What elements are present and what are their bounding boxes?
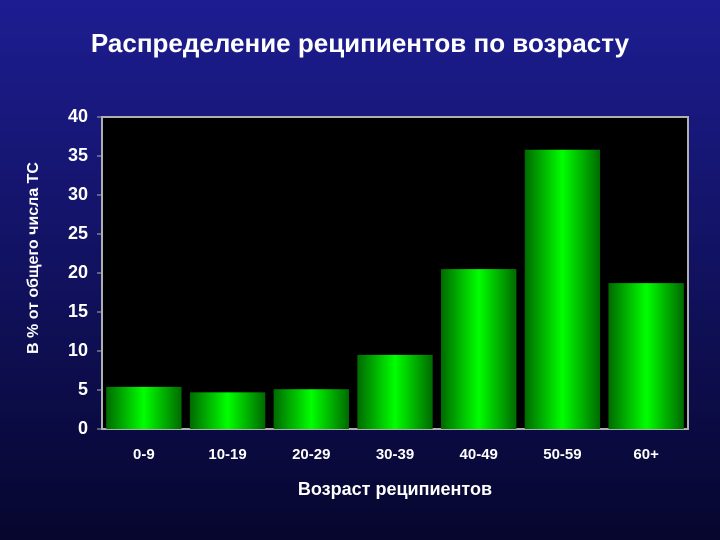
x-tick-label: 30-39 bbox=[376, 446, 414, 463]
y-tick-label: 10 bbox=[68, 340, 88, 360]
bar bbox=[189, 392, 266, 429]
x-tick-label: 20-29 bbox=[292, 446, 330, 463]
bar bbox=[608, 283, 684, 429]
y-tick-label: 35 bbox=[68, 145, 88, 165]
y-tick-label: 5 bbox=[78, 379, 88, 399]
y-tick-label: 40 bbox=[68, 106, 88, 126]
x-tick-label: 40-49 bbox=[460, 446, 498, 463]
x-axis-title: Возраст реципиентов bbox=[298, 479, 492, 499]
x-tick-label: 10-19 bbox=[208, 446, 246, 463]
y-tick-label: 30 bbox=[68, 184, 88, 204]
y-tick-label: 15 bbox=[68, 301, 88, 321]
bar bbox=[357, 354, 433, 429]
bar bbox=[441, 269, 517, 429]
x-tick-label: 0-9 bbox=[133, 446, 155, 463]
x-tick-label: 60+ bbox=[633, 446, 659, 463]
y-tick-label: 20 bbox=[68, 262, 88, 282]
y-tick-label: 25 bbox=[68, 223, 88, 243]
bar bbox=[524, 149, 601, 429]
chart-title: Распределение реципиентов по возрасту bbox=[91, 28, 630, 58]
x-tick-label: 50-59 bbox=[543, 446, 581, 463]
bar bbox=[273, 389, 349, 429]
bar bbox=[106, 386, 182, 429]
y-tick-label: 0 bbox=[78, 418, 88, 438]
y-axis-title: В % от общего числа ТС bbox=[25, 162, 42, 354]
